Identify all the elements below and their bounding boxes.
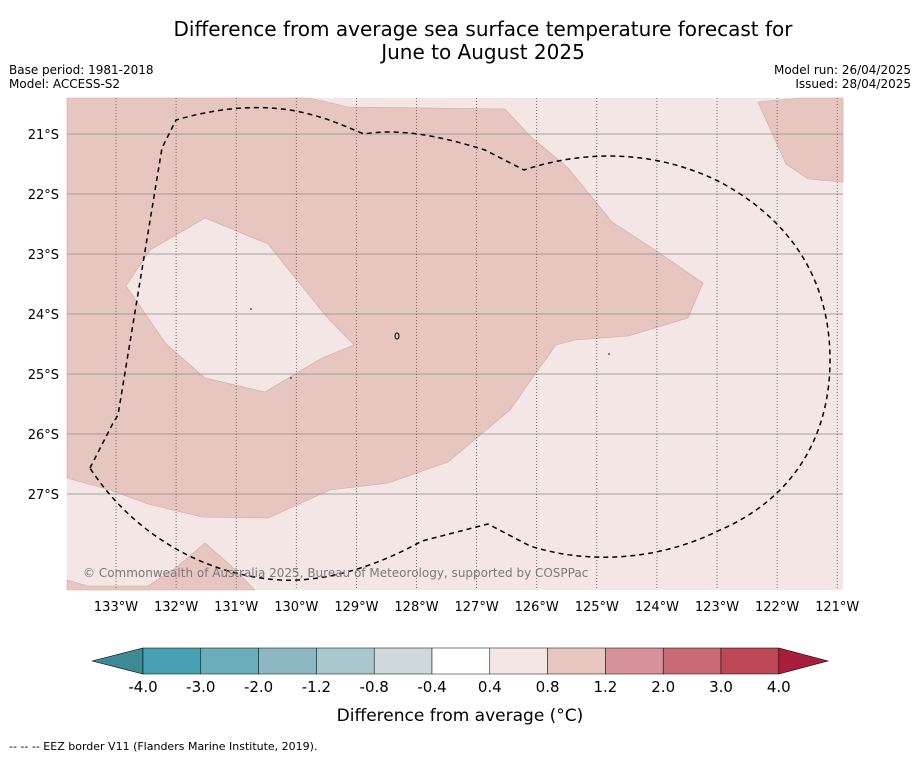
colorbar-tick-labels: -4.0 -3.0 -2.0 -1.2 -0.8 -0.4 0.4 0.8 1.2 2.0 3.0 4…	[128, 678, 790, 696]
colorbar-segment	[605, 647, 664, 675]
meta-right: Model run: 26/04/2025 Issued: 28/04/2025	[774, 63, 911, 91]
island-marker	[250, 308, 252, 310]
island-marker	[608, 353, 610, 355]
title-line-1: Difference from average sea surface temp…	[173, 17, 793, 41]
colorbar	[91, 647, 830, 675]
colorbar-segment	[547, 647, 606, 675]
lat-tick-label: 21°S	[28, 128, 59, 143]
lon-tick-label: 124°W	[635, 600, 679, 615]
eez-border	[89, 106, 831, 581]
lat-tick-label: 26°S	[28, 428, 59, 443]
colorbar-segment	[662, 647, 722, 675]
lon-tick-label: 128°W	[394, 600, 438, 615]
footnote: -- -- -- EEZ border V11 (Flanders Marine…	[9, 740, 318, 753]
colorbar-tick: -0.4	[417, 678, 446, 696]
lon-tick-label: 123°W	[695, 600, 739, 615]
model-run: Model run: 26/04/2025	[773, 63, 911, 77]
lat-tick-label: 24°S	[28, 308, 59, 323]
meta-left: Base period: 1981-2018 Model: ACCESS-S2	[9, 63, 154, 91]
copyright-text: © Commonwealth of Australia 2025, Bureau…	[83, 566, 588, 580]
island-marker	[290, 377, 292, 379]
colorbar-tick: 1.2	[593, 678, 617, 696]
colorbar-tick: -1.2	[302, 678, 331, 696]
title-line-2: June to August 2025	[381, 40, 585, 64]
lat-tick-label: 25°S	[28, 368, 59, 383]
colorbar-tick: -0.8	[360, 678, 389, 696]
latitude-gridlines	[67, 133, 843, 495]
colorbar-segment	[258, 647, 317, 675]
lon-tick-label: 125°W	[575, 600, 619, 615]
colorbar-extend-low	[91, 647, 144, 675]
colorbar-segment	[431, 647, 491, 675]
latitude-labels: 21°S 22°S 23°S 24°S 25°S 26°S 27°S	[28, 128, 59, 503]
colorbar-extend-high	[778, 647, 830, 675]
lon-tick-label: 132°W	[154, 600, 198, 615]
lon-tick-label: 130°W	[274, 600, 318, 615]
lon-tick-label: 129°W	[334, 600, 378, 615]
lon-tick-label: 133°W	[94, 600, 138, 615]
model-name: Model: ACCESS-S2	[9, 77, 121, 91]
lon-tick-label: 131°W	[214, 600, 258, 615]
colorbar-tick: 0.4	[478, 678, 502, 696]
colorbar-segment	[316, 647, 375, 675]
colorbar-tick: -2.0	[244, 678, 273, 696]
colorbar-segment	[373, 647, 433, 675]
colorbar-label: Difference from average (°C)	[337, 706, 584, 726]
lat-tick-label: 22°S	[28, 188, 59, 203]
colorbar-tick: 2.0	[651, 678, 675, 696]
anomaly-region-top-right	[757, 97, 844, 183]
colorbar-tick: -4.0	[128, 678, 157, 696]
colorbar-tick: 3.0	[709, 678, 733, 696]
longitude-gridlines	[115, 98, 838, 590]
colorbar-segment	[142, 647, 202, 675]
chart-title: Difference from average sea surface temp…	[0, 18, 919, 64]
lat-tick-label: 23°S	[28, 248, 59, 263]
colorbar-segment	[720, 647, 780, 675]
longitude-labels: 133°W 132°W 131°W 130°W 129°W 128°W 127°W 126°W…	[94, 600, 860, 615]
colorbar-tick: 0.8	[536, 678, 560, 696]
base-period: Base period: 1981-2018	[9, 63, 154, 77]
lon-tick-label: 122°W	[755, 600, 799, 615]
colorbar-tick: -3.0	[186, 678, 215, 696]
lon-tick-label: 127°W	[455, 600, 499, 615]
island-marker	[394, 332, 400, 340]
colorbar-segment	[200, 647, 259, 675]
anomaly-region-bottom-left	[66, 542, 256, 591]
colorbar-tick: 4.0	[767, 678, 791, 696]
anomaly-region-main	[66, 97, 704, 519]
lon-tick-label: 126°W	[515, 600, 559, 615]
lat-tick-label: 27°S	[28, 488, 59, 503]
lon-tick-label: 121°W	[815, 600, 859, 615]
colorbar-segment	[489, 647, 548, 675]
issued-date: Issued: 28/04/2025	[795, 77, 911, 91]
